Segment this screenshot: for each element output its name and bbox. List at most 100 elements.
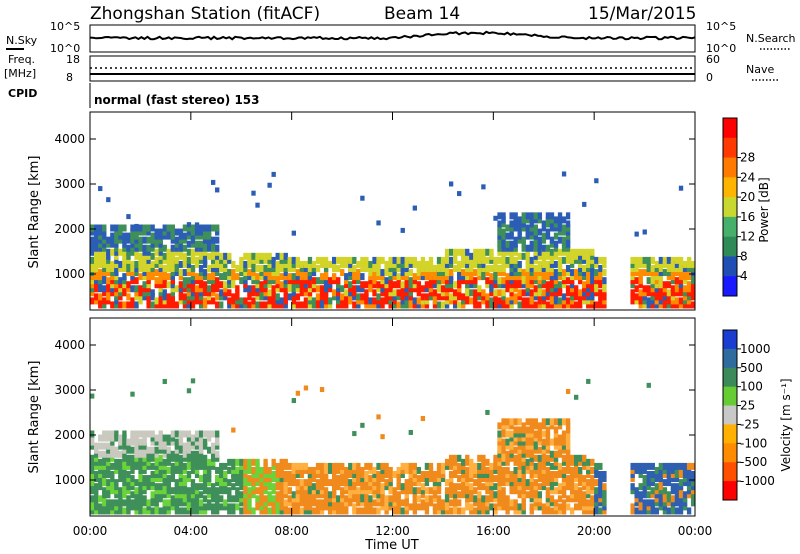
heatmap-cell [303, 273, 309, 281]
heatmap-cell [190, 265, 196, 272]
heatmap-cell [348, 297, 353, 305]
heatmap-cell [162, 438, 167, 446]
heatmap-cell [142, 244, 147, 252]
heatmap-cell [400, 466, 405, 474]
heatmap-cell [376, 256, 381, 264]
heatmap-cell [138, 293, 143, 301]
heatmap-cell [319, 387, 325, 393]
heatmap-cell [594, 462, 599, 470]
heatmap-cell [174, 499, 180, 507]
heatmap-cell [206, 471, 212, 478]
heatmap-cell [485, 277, 490, 285]
heatmap-cell [376, 297, 381, 305]
heatmap-cell [481, 462, 486, 470]
heatmap-cell [541, 503, 547, 511]
heatmap-cell [327, 479, 333, 487]
heatmap-cell [368, 462, 373, 470]
heatmap-cell [219, 495, 224, 503]
heatmap-cell [110, 269, 115, 277]
heatmap-cell [283, 479, 288, 487]
heatmap-cell [162, 301, 167, 309]
heatmap-cell [154, 256, 159, 264]
heatmap-cell [501, 260, 506, 268]
heatmap-cell [485, 265, 490, 272]
heatmap-cell [215, 281, 220, 289]
heatmap-cell [513, 265, 518, 272]
heatmap-cell [533, 277, 538, 285]
heatmap-cell [497, 495, 502, 503]
heatmap-cell [263, 265, 268, 272]
heatmap-cell [178, 462, 184, 470]
heatmap-cell [545, 228, 551, 236]
velocity-cblabel: Velocity [m s⁻¹] [779, 378, 793, 471]
heatmap-cell [130, 391, 135, 397]
heatmap-cell [457, 265, 462, 272]
heatmap-cell [569, 285, 575, 293]
heatmap-cell [170, 281, 175, 289]
heatmap-cell [344, 466, 349, 474]
heatmap-cell [509, 483, 514, 491]
heatmap-cell [489, 252, 494, 260]
heatmap-cell [598, 483, 603, 491]
heatmap-cell [267, 273, 272, 281]
heatmap-cell [529, 483, 534, 491]
heatmap-cell [118, 442, 123, 450]
heatmap-cell [602, 277, 607, 285]
heatmap-cell [311, 483, 317, 491]
heatmap-cell [271, 265, 276, 272]
heatmap-cell [154, 236, 159, 244]
heatmap-cell [396, 483, 401, 491]
heatmap-cell [211, 487, 216, 495]
heatmap-cell [594, 269, 599, 277]
heatmap-cell [311, 466, 317, 474]
velocity-xaxis: 00:00 04:00 08:00 12:00 16:00 20:00 00:00 [73, 318, 712, 538]
heatmap-cell [630, 483, 635, 491]
heatmap-cell [315, 301, 321, 309]
colorbar-tick-label: -500 [740, 455, 767, 469]
heatmap-cell [299, 471, 305, 478]
heatmap-cell [380, 285, 385, 293]
heatmap-cell [319, 499, 325, 507]
heatmap-cell [408, 277, 413, 285]
heatmap-cell [332, 503, 337, 511]
ytick-label: 3000 [54, 383, 85, 397]
heatmap-cell [122, 256, 127, 264]
heatmap-cell [658, 495, 664, 503]
heatmap-cell [259, 269, 264, 277]
heatmap-cell [678, 491, 684, 499]
heatmap-cell [158, 260, 163, 268]
heatmap-cell [497, 450, 502, 458]
heatmap-cell [545, 475, 551, 483]
heatmap-cell [384, 293, 389, 301]
heatmap-cell [368, 273, 373, 281]
heatmap-cell [444, 301, 450, 309]
heatmap-cell [154, 248, 159, 256]
heatmap-cell [493, 289, 498, 297]
heatmap-cell [356, 293, 361, 301]
heatmap-cell [682, 479, 688, 487]
heatmap-cell [178, 260, 184, 268]
heatmap-cell [602, 301, 607, 309]
heatmap-cell [408, 293, 413, 301]
heatmap-cell [517, 236, 522, 244]
heatmap-cell [142, 256, 147, 264]
heatmap-cell [481, 289, 486, 297]
heatmap-cell [384, 503, 389, 511]
heatmap-cell [251, 297, 256, 305]
heatmap-cell [453, 503, 458, 511]
heatmap-cell [461, 487, 466, 495]
heatmap-cell [231, 462, 236, 470]
heatmap-cell [678, 273, 684, 281]
heatmap-cell [582, 495, 587, 503]
heatmap-cell [408, 429, 413, 435]
heatmap-cell [287, 475, 292, 483]
heatmap-cell [344, 289, 349, 297]
heatmap-cell [106, 256, 111, 264]
heatmap-cell [134, 252, 139, 260]
heatmap-cell [319, 466, 325, 474]
heatmap-cell [102, 285, 107, 293]
heatmap-cell [569, 289, 575, 297]
heatmap-cell [90, 244, 95, 252]
heatmap-cell [106, 471, 111, 478]
heatmap-cell [182, 236, 188, 244]
